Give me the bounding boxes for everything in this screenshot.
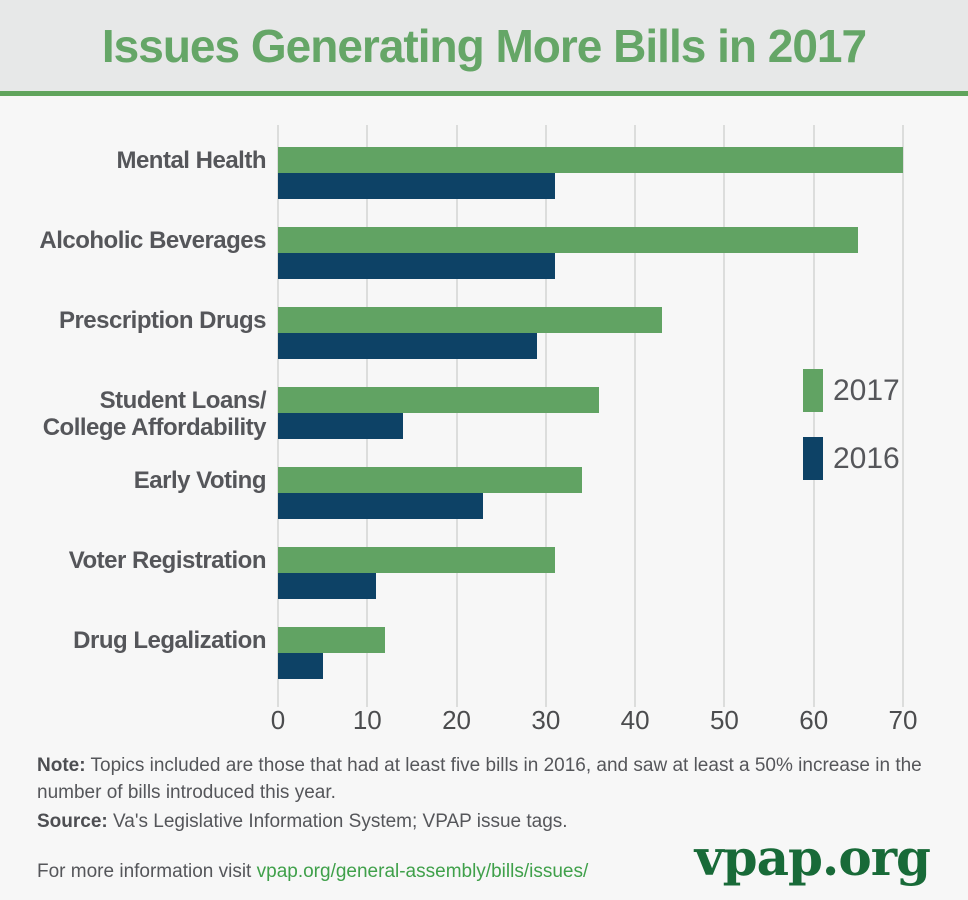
category-label-line: Alcoholic Beverages	[39, 227, 266, 254]
category-label-alcoholic-beverages: Alcoholic Beverages	[0, 227, 266, 254]
x-axis-tick-label-50: 50	[709, 705, 739, 735]
bar-2017-drug-legalization	[278, 627, 385, 653]
footer-prefix: For more information visit	[37, 861, 257, 882]
note-body: Topics included are those that had at le…	[37, 755, 922, 803]
bar-2016-student-loans-college-affordability	[278, 413, 403, 439]
source-label: Source:	[37, 811, 108, 832]
x-axis-tick-label-40: 40	[620, 705, 650, 735]
category-label-early-voting: Early Voting	[0, 467, 267, 494]
gridline-20	[455, 125, 458, 707]
note-text: Note: Topics included are those that had…	[37, 752, 949, 806]
source-text: Source: Va's Legislative Information Sys…	[37, 808, 949, 835]
gridline-40	[634, 125, 637, 707]
legend-label-2017: 2017	[833, 374, 900, 407]
legend-label-2016: 2016	[833, 442, 900, 475]
gridline-70	[902, 125, 904, 707]
page-title: Issues Generating More Bills in 2017	[101, 19, 867, 72]
x-axis-tick-label-20: 20	[442, 705, 472, 735]
category-label-line: College Affordability	[42, 414, 267, 441]
category-label-mental-health: Mental Health	[0, 147, 266, 174]
category-label-line: Drug Legalization	[73, 627, 266, 654]
x-axis-tick-label-30: 30	[531, 705, 561, 735]
category-label-drug-legalization: Drug Legalization	[0, 627, 266, 654]
bar-2017-student-loans-college-affordability	[278, 387, 599, 413]
bar-2017-alcoholic-beverages	[278, 227, 858, 253]
x-axis-tick-label-60: 60	[799, 705, 829, 735]
bar-2016-early-voting	[278, 493, 483, 519]
bar-2016-voter-registration	[278, 573, 376, 599]
footer-link[interactable]: vpap.org/general-assembly/bills/issues/	[256, 861, 589, 882]
bar-2017-mental-health	[278, 147, 903, 173]
gridline-30	[544, 125, 547, 707]
legend-swatch-2016	[803, 437, 823, 480]
bar-2017-early-voting	[278, 467, 582, 493]
x-axis-tick-label-10: 10	[352, 705, 382, 735]
gridline-60	[812, 125, 815, 707]
category-label-line: Mental Health	[116, 147, 266, 174]
bar-2017-voter-registration	[278, 547, 555, 573]
bar-2016-alcoholic-beverages	[278, 253, 555, 279]
bar-2017-prescription-drugs	[278, 307, 662, 333]
category-label-prescription-drugs: Prescription Drugs	[0, 307, 267, 334]
footer-info: For more information visit vpap.org/gene…	[37, 861, 588, 883]
category-label-line: Prescription Drugs	[58, 307, 267, 334]
category-label-line: Student Loans/	[99, 387, 267, 414]
note-label: Note:	[37, 755, 86, 776]
bar-2016-drug-legalization	[278, 653, 323, 679]
x-axis-tick-label-0: 0	[270, 705, 286, 735]
gridline-50	[723, 125, 726, 707]
source-body: Va's Legislative Information System; VPA…	[107, 811, 568, 832]
header: Issues Generating More Bills in 2017	[0, 0, 968, 96]
legend-swatch-2017	[803, 369, 823, 412]
category-label-line: Early Voting	[133, 467, 267, 494]
x-axis-tick-label-70: 70	[888, 705, 918, 735]
category-label-student-loans-college-affordability: Student Loans/College Affordability	[0, 387, 267, 441]
category-label-line: Voter Registration	[68, 547, 267, 574]
category-label-voter-registration: Voter Registration	[0, 547, 267, 574]
bar-2016-prescription-drugs	[278, 333, 537, 359]
vpap-logo[interactable]: vpap.org	[694, 828, 931, 887]
bar-2016-mental-health	[278, 173, 555, 199]
